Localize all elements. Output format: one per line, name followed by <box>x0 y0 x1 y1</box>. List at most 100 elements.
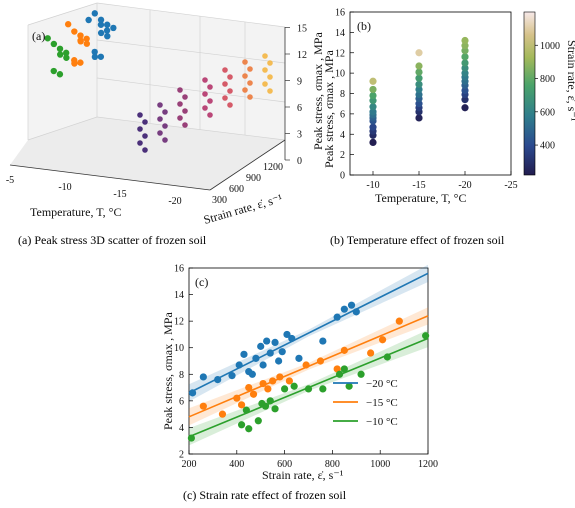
colorbar-tick-label: 1000 <box>540 41 560 52</box>
data-point <box>461 86 469 95</box>
data-point <box>263 337 271 345</box>
data-point <box>266 397 274 405</box>
data-point <box>56 71 64 78</box>
legend-label: −20 °C <box>366 378 398 390</box>
data-point <box>367 349 375 357</box>
data-point <box>302 361 310 369</box>
data-point <box>340 346 348 354</box>
y-tick-label: 1200 <box>263 162 283 173</box>
data-point <box>461 53 469 61</box>
panel-a-box-back <box>28 3 285 140</box>
data-point <box>461 47 469 55</box>
panel-b-x-ticks: -10 -15 -20 -25 <box>366 171 518 191</box>
data-point <box>177 101 183 107</box>
data-point <box>91 53 99 61</box>
data-point <box>71 28 78 35</box>
x-tick-label: 600 <box>277 459 292 470</box>
data-point <box>267 88 273 94</box>
y-tick-label: 600 <box>229 184 244 195</box>
data-point <box>340 305 348 313</box>
data-point <box>461 59 469 67</box>
data-point <box>275 357 283 365</box>
panel-a-x-axis <box>9 164 211 191</box>
data-point <box>207 84 213 90</box>
data-point <box>461 42 469 50</box>
data-point <box>461 96 469 104</box>
data-point <box>304 385 313 393</box>
data-point <box>369 108 377 116</box>
data-point <box>228 372 236 380</box>
data-point <box>369 85 377 94</box>
data-point <box>257 342 265 350</box>
data-point <box>240 350 248 358</box>
data-point <box>271 338 279 346</box>
data-point <box>369 97 377 105</box>
data-point <box>218 410 227 418</box>
data-point <box>182 94 188 100</box>
data-point <box>104 32 111 40</box>
data-point <box>85 16 92 24</box>
panel-c: 2 4 6 8 10 12 14 16 200 400 600 800 1000 1200 (c) St… <box>161 264 438 483</box>
panel-a-points <box>44 10 273 153</box>
data-point <box>77 32 84 39</box>
data-point <box>319 385 327 393</box>
data-point <box>222 95 228 101</box>
x-tick-label: -5 <box>6 175 14 186</box>
panel-c-y-label: Peak stress, σmax , MPa <box>161 312 175 430</box>
data-point <box>83 35 90 42</box>
data-point <box>237 401 246 409</box>
data-point <box>222 81 228 87</box>
data-point <box>415 49 423 57</box>
data-point <box>71 60 78 67</box>
colorbar-tick-label: 600 <box>540 107 555 118</box>
data-point <box>415 74 423 82</box>
data-point <box>278 348 286 356</box>
data-point <box>357 370 365 378</box>
data-point <box>264 385 272 393</box>
panel-b-points <box>369 36 469 146</box>
data-point <box>254 417 262 425</box>
data-point <box>162 123 168 129</box>
colorbar-tick-label: 800 <box>540 74 555 85</box>
data-point <box>461 104 469 112</box>
caption-a: (a) Peak stress 3D scatter of frozen soi… <box>18 233 207 247</box>
data-point <box>347 301 356 309</box>
y-tick-label: 2 <box>340 150 345 161</box>
data-point <box>77 59 84 66</box>
data-point <box>247 94 253 100</box>
colorbar <box>523 11 536 176</box>
data-point <box>56 45 64 53</box>
panel-b-tag: (b) <box>357 19 371 33</box>
panel-a-z-label: Peak stress, σmax , MPa <box>311 32 325 150</box>
data-point <box>288 334 296 343</box>
data-point <box>422 332 430 340</box>
y-tick-label: 300 <box>212 195 227 206</box>
panel-b-frame <box>349 11 512 176</box>
data-point <box>415 80 423 88</box>
data-point <box>242 87 248 93</box>
data-point <box>227 74 233 80</box>
caption-c: (c) Strain rate effect of frozen soil <box>183 488 347 502</box>
data-point <box>199 402 207 410</box>
data-point <box>162 109 168 115</box>
data-point <box>227 88 233 94</box>
data-point <box>202 77 208 83</box>
x-tick-label: -10 <box>366 180 379 191</box>
data-point <box>261 402 270 410</box>
data-point <box>103 21 111 28</box>
data-point <box>262 81 268 87</box>
data-point <box>378 336 387 344</box>
panel-a-z-ticks: 0 3 6 9 12 15 <box>285 24 307 167</box>
data-point <box>97 29 105 37</box>
y-tick-label: 16 <box>174 264 184 275</box>
data-point <box>345 382 353 390</box>
y-tick-label: 14 <box>174 290 184 301</box>
x-tick-label: -15 <box>113 189 126 200</box>
data-point <box>369 103 377 111</box>
data-point <box>182 108 188 114</box>
x-tick-label: -15 <box>412 180 425 191</box>
panel-b-y-ticks: 0 2 4 6 8 10 12 14 16 <box>335 8 354 182</box>
data-point <box>415 85 423 94</box>
